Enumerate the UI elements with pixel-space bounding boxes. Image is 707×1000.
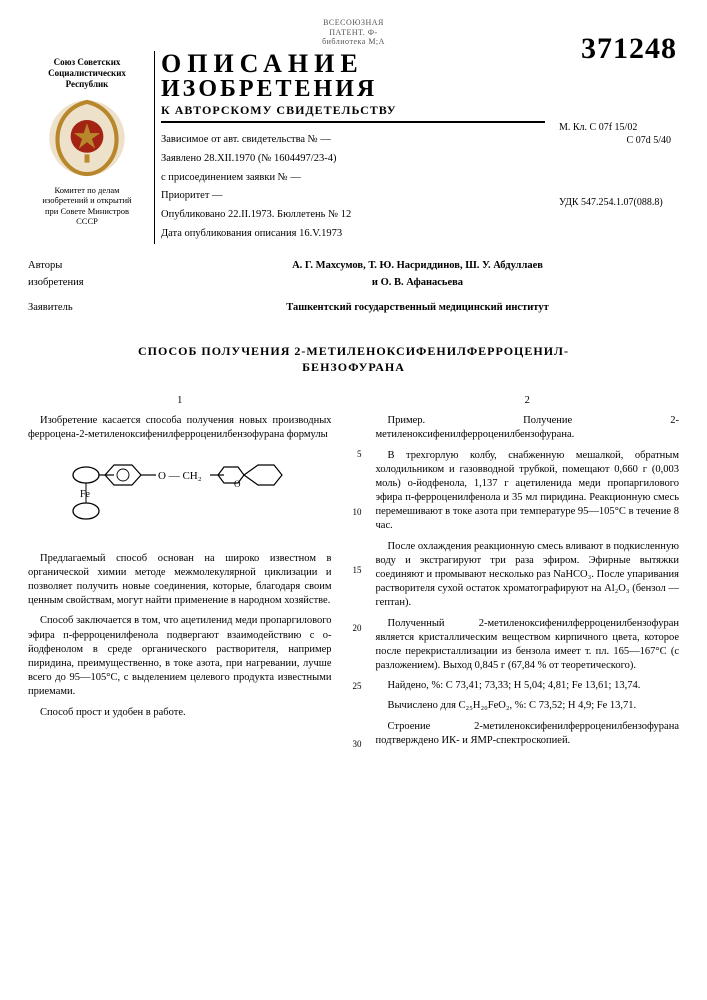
meta-published: Опубликовано 22.II.1973. Бюллетень № 12 bbox=[161, 206, 545, 225]
title-metadata-column: ОПИСАНИЕ ИЗОБРЕТЕНИЯ К АВТОРСКОМУ СВИДЕТ… bbox=[154, 51, 551, 244]
svg-text:O — CH₂: O — CH₂ bbox=[158, 470, 202, 482]
committee-name: Комитет по делам изобретений и открытий … bbox=[28, 185, 146, 228]
patent-number: 371248 bbox=[581, 32, 677, 66]
stamp-line: ВСЕСОЮЗНАЯ bbox=[28, 18, 679, 28]
text: при Совете Министров bbox=[28, 206, 146, 217]
doc-title-2: ИЗОБРЕТЕНИЯ bbox=[161, 77, 545, 101]
authors-label: Авторы изобретения bbox=[28, 258, 136, 292]
invention-title: СПОСОБ ПОЛУЧЕНИЯ 2-МЕТИЛЕНОКСИФЕНИЛФЕРРО… bbox=[28, 343, 679, 377]
body-column-1: 1 Изобретение касается способа получения… bbox=[28, 394, 332, 754]
chemical-structure-icon: Fe O — CH₂ O bbox=[28, 453, 332, 538]
metadata-block: Зависимое от авт. свидетельства № — Заяв… bbox=[161, 131, 545, 244]
text: Социалистических bbox=[28, 68, 146, 79]
meta-desc-pub: Дата опубликования описания 16.V.1973 bbox=[161, 225, 545, 244]
body-wrapper: 1 Изобретение касается способа получения… bbox=[28, 394, 679, 754]
meta-priority: Приоритет — bbox=[161, 187, 545, 206]
line-num: 30 bbox=[346, 738, 362, 750]
paragraph: Строение 2-метиленоксифенилферроценилбен… bbox=[376, 720, 680, 748]
ussr-emblem-icon bbox=[46, 97, 128, 179]
paragraph: Изобретение касается способа получения н… bbox=[28, 414, 332, 442]
title-line: СПОСОБ ПОЛУЧЕНИЯ 2-МЕТИЛЕНОКСИФЕНИЛФЕРРО… bbox=[28, 343, 679, 360]
paragraph: Пример. Получение 2-метиленоксифенилферр… bbox=[376, 414, 680, 442]
text: СССР bbox=[28, 216, 146, 227]
classification-column: М. Кл. С 07f 15/02 С 07d 5/40 УДК 547.25… bbox=[559, 51, 679, 210]
paragraph: После охлаждения реакционную смесь влива… bbox=[376, 540, 680, 611]
doc-subtitle: К АВТОРСКОМУ СВИДЕТЕЛЬСТВУ bbox=[161, 103, 545, 118]
mkl-class: М. Кл. С 07f 15/02 bbox=[559, 121, 679, 135]
issuer-country: Союз Советских Социалистических Республи… bbox=[28, 57, 146, 91]
text: Авторы bbox=[28, 258, 136, 275]
line-num: 10 bbox=[346, 506, 362, 518]
paragraph: Полученный 2-метиленоксифенилферроценилб… bbox=[376, 617, 680, 674]
meta-dependent: Зависимое от авт. свидетельства № — bbox=[161, 131, 545, 150]
divider bbox=[161, 121, 545, 123]
text: и О. В. Афанасьева bbox=[156, 275, 679, 292]
text: изобретений и открытий bbox=[28, 195, 146, 206]
line-numbers: 5 10 15 20 25 30 bbox=[346, 394, 362, 754]
paragraph: В трехгорлую колбу, снабженную мешалкой,… bbox=[376, 449, 680, 534]
svg-text:Fe: Fe bbox=[80, 489, 91, 500]
meta-filed: Заявлено 28.XII.1970 (№ 1604497/23-4) bbox=[161, 150, 545, 169]
line-num: 15 bbox=[346, 564, 362, 576]
paragraph: Предлагаемый способ основан на широко из… bbox=[28, 552, 332, 609]
mkl-class: С 07d 5/40 bbox=[559, 134, 679, 148]
paragraph: Найдено, %: С 73,41; 73,33; Н 5,04; 4,81… bbox=[376, 679, 680, 693]
svg-text:O: O bbox=[234, 479, 241, 489]
line-num: 5 bbox=[346, 448, 362, 460]
text: изобретения bbox=[28, 275, 136, 292]
line-num: 25 bbox=[346, 680, 362, 692]
text: Республик bbox=[28, 79, 146, 90]
meta-joined: с присоединением заявки № — bbox=[161, 169, 545, 188]
issuer-column: Союз Советских Социалистических Республи… bbox=[28, 51, 146, 227]
doc-title-1: ОПИСАНИЕ bbox=[161, 51, 545, 77]
applicant-label: Заявитель bbox=[28, 300, 136, 317]
paragraph: Вычислено для C₂₅H₂₀FeO₂, %: С 73,52; Н … bbox=[376, 699, 680, 713]
paragraph: Способ прост и удобен в работе. bbox=[28, 706, 332, 720]
body-column-2: 2 Пример. Получение 2-метиленоксифенилфе… bbox=[376, 394, 680, 754]
text: А. Г. Махсумов, Т. Ю. Насриддинов, Ш. У.… bbox=[156, 258, 679, 275]
authors-block: Авторы изобретения А. Г. Махсумов, Т. Ю.… bbox=[28, 258, 679, 316]
authors-names: А. Г. Махсумов, Т. Ю. Насриддинов, Ш. У.… bbox=[156, 258, 679, 292]
column-number: 2 bbox=[376, 394, 680, 408]
text: Комитет по делам bbox=[28, 185, 146, 196]
header-block: Союз Советских Социалистических Республи… bbox=[28, 51, 679, 244]
line-num: 20 bbox=[346, 622, 362, 634]
udk-class: УДК 547.254.1.07(088.8) bbox=[559, 196, 679, 210]
title-line: БЕНЗОФУРАНА bbox=[28, 359, 679, 376]
column-number: 1 bbox=[28, 394, 332, 408]
paragraph: Способ заключается в том, что ацетиленид… bbox=[28, 614, 332, 699]
text: Союз Советских bbox=[28, 57, 146, 68]
applicant-name: Ташкентский государственный медицинский … bbox=[156, 300, 679, 317]
